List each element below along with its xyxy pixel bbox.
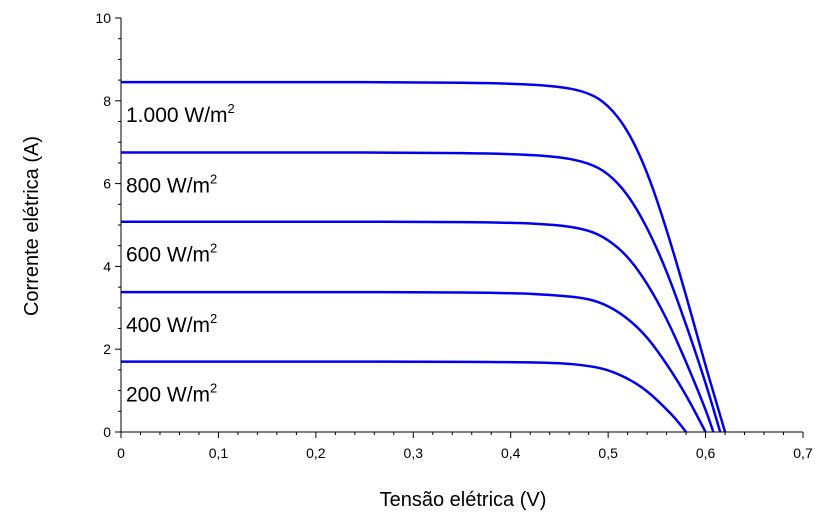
- x-tick-label: 0,1: [209, 445, 229, 461]
- x-tick-label: 0,6: [696, 445, 716, 461]
- series-line-1: [120, 80, 727, 433]
- y-tick-label: 0: [103, 424, 111, 440]
- y-tick-label: 8: [103, 93, 111, 109]
- axes: 0 0,1 0,2 0,3 0,4 0,5 0,6 0,7 0 2 4 6 8 10: [95, 10, 813, 461]
- series-line-4: [120, 290, 707, 433]
- y-tick-label: 2: [103, 341, 111, 357]
- x-tick-label: 0,5: [598, 445, 618, 461]
- series-group: [120, 80, 727, 433]
- x-tick-label: 0,7: [793, 445, 813, 461]
- x-tick-label: 0: [117, 445, 125, 461]
- y-tick-label: 10: [95, 10, 111, 26]
- series-label-2: 800 W/m2: [126, 172, 217, 198]
- y-tick-label: 4: [103, 258, 111, 274]
- series-line-3: [121, 220, 715, 433]
- y-tick-label: 6: [103, 176, 111, 192]
- series-line-5: [121, 360, 688, 433]
- y-axis-title: Corrente elétrica (A): [21, 136, 43, 316]
- x-tick-label: 0,2: [306, 445, 326, 461]
- x-axis-title: Tensão elétrica (V): [380, 489, 547, 511]
- series-labels: 1.000 W/m2 800 W/m2 600 W/m2 400 W/m2 200 W/…: [126, 101, 235, 406]
- x-tick-label: 0,4: [501, 445, 521, 461]
- series-label-3: 600 W/m2: [126, 241, 217, 267]
- x-tick-label: 0,3: [404, 445, 424, 461]
- series-label-5: 200 W/m2: [126, 381, 217, 407]
- series-label-1: 1.000 W/m2: [126, 101, 235, 127]
- series-label-4: 400 W/m2: [126, 311, 217, 337]
- series-line-2: [120, 151, 722, 433]
